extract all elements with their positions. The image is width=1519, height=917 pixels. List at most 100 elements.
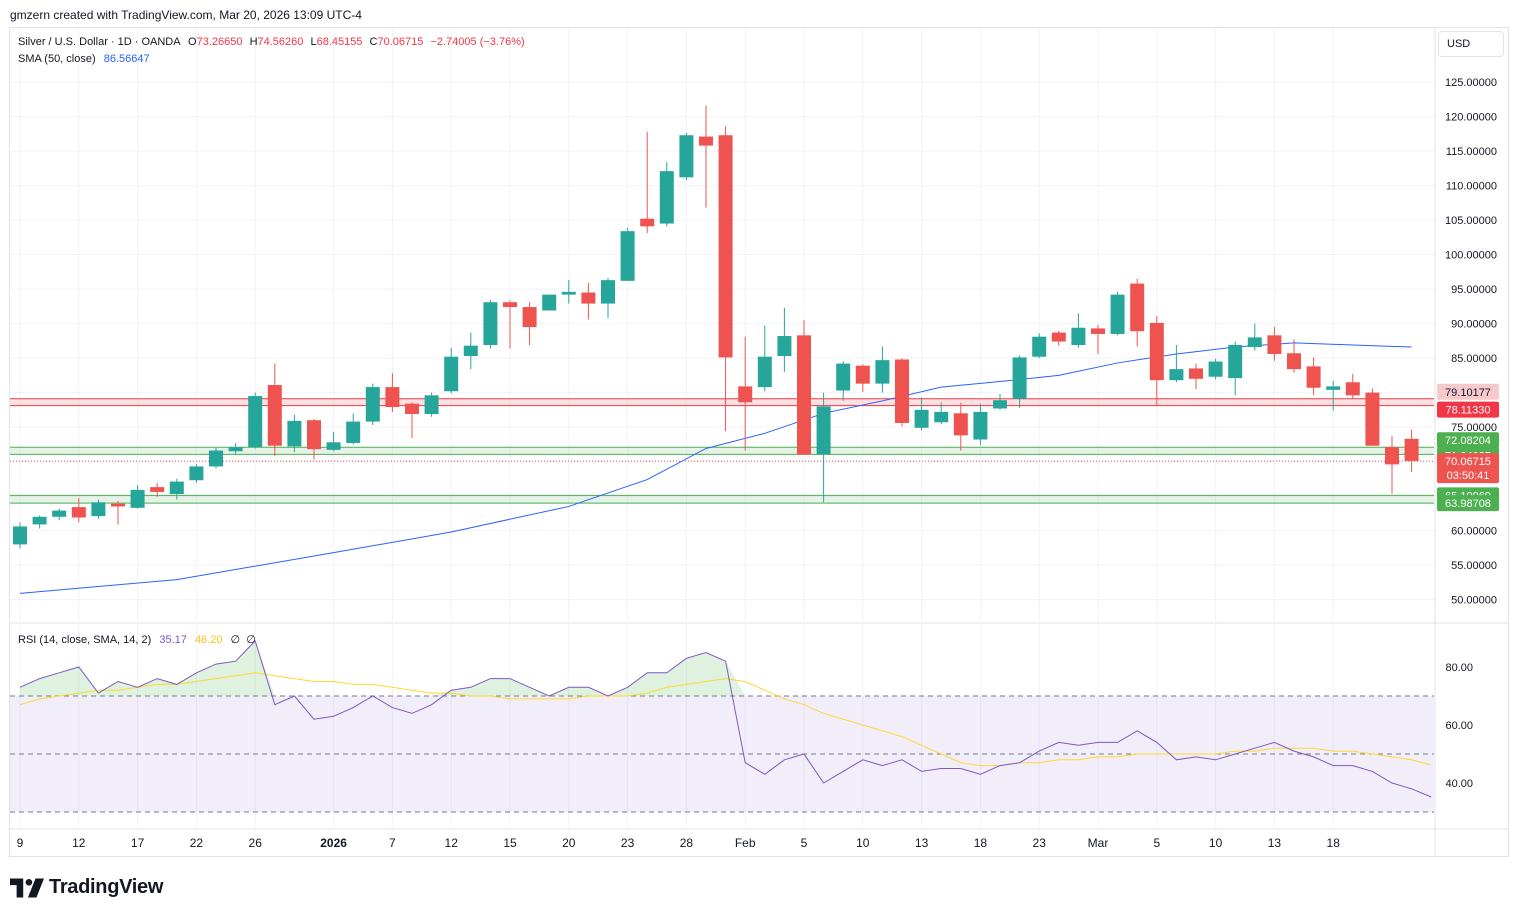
rsi-overbought-fill [431, 678, 550, 696]
time-tick-label: 13 [915, 836, 929, 850]
price-tick-label: 105.00000 [1445, 215, 1497, 227]
candle-body [326, 442, 341, 450]
tradingview-brand: TradingView [49, 876, 164, 898]
candles [13, 105, 1419, 549]
time-tick-label: 5 [801, 836, 808, 850]
candle-body [993, 400, 1007, 409]
rsi-sma-line [19, 672, 1432, 767]
resistance-tag: 78.11330 [1445, 405, 1490, 417]
resistance-tag-bg [1437, 383, 1499, 400]
resistance-tag: 79.10177 [1445, 387, 1491, 399]
time-tick-label: 10 [1209, 836, 1223, 850]
candle-body [1228, 344, 1243, 379]
candle-body [71, 507, 86, 518]
candle-body [209, 450, 223, 467]
time-tick-label: 15 [503, 836, 517, 850]
sma50-line [19, 342, 1412, 594]
candle-body [189, 466, 204, 481]
time-tick-label: 23 [621, 836, 635, 850]
candle-body [1149, 322, 1164, 381]
time-tick-label: 26 [249, 836, 263, 850]
price-tick-label: 95.00000 [1451, 284, 1497, 296]
rsi-overbought-fill [549, 687, 608, 696]
rsi-tick-label: 80.00 [1445, 662, 1473, 674]
support-resistance-lines [10, 398, 1434, 504]
low-label: L [310, 36, 317, 48]
price-tick-label: 90.00000 [1451, 319, 1497, 331]
rsi-overbought-fill [20, 640, 275, 696]
candle-body [895, 359, 909, 423]
price-tick-label: 50.00000 [1451, 595, 1497, 607]
candle-body [1169, 369, 1184, 381]
time-tick-label: 7 [389, 836, 396, 850]
candle-body [287, 420, 302, 447]
candle-body [718, 135, 733, 358]
candle-body [973, 411, 988, 440]
open-value: 73.26650 [196, 36, 243, 48]
candle-body [1345, 382, 1360, 396]
candle-body [1091, 328, 1105, 334]
candle-body [601, 280, 615, 304]
time-tick-label: 28 [680, 836, 694, 850]
candle-body [1306, 366, 1321, 388]
support-tag: 63.98708 [1445, 498, 1491, 510]
candle-body [424, 395, 439, 414]
support-tag: 72.08204 [1445, 435, 1491, 447]
candle-body [1365, 392, 1380, 446]
time-tick-label: 5 [1153, 836, 1160, 850]
candle-body [150, 487, 165, 492]
support-zone-fill [10, 495, 1434, 504]
countdown-tag: 03:50:41 [1447, 470, 1490, 482]
candle-body [405, 403, 419, 414]
close-value: 70.06715 [377, 36, 424, 48]
price-tick-label: 85.00000 [1451, 353, 1497, 365]
candle-body [855, 365, 870, 384]
candle-body [699, 136, 713, 146]
candle-body [91, 502, 106, 517]
support-tag-bg [1437, 432, 1499, 449]
rsi-extra-1: ∅ [230, 634, 241, 646]
sma-value: 86.56647 [103, 53, 150, 65]
price-tick-label: 110.00000 [1446, 181, 1497, 193]
rsi-overbought-fill [608, 652, 746, 696]
candle-body [503, 302, 517, 308]
candle-body [797, 335, 811, 455]
time-tick-label: 20 [562, 836, 576, 850]
sma-legend: SMA (50, close) 86.56647 [18, 53, 150, 65]
candle-body [1287, 353, 1301, 370]
time-tick-label: 2026 [320, 836, 347, 850]
chart-frame [9, 27, 1509, 857]
rsi-value: 35.17 [159, 634, 187, 646]
support-zone-fill [10, 447, 1434, 455]
time-tick-label: 18 [974, 836, 988, 850]
time-tick-label: 9 [17, 836, 24, 850]
time-tick-label: 22 [190, 836, 204, 850]
candle-body [1404, 438, 1419, 461]
time-tick-label: 13 [1268, 836, 1282, 850]
close-label: C [369, 36, 378, 48]
currency-selector[interactable]: USD [1438, 31, 1504, 57]
candle-body [1130, 283, 1145, 332]
candle-body [130, 489, 145, 508]
candle-body [307, 420, 321, 450]
candle-body [52, 510, 67, 517]
price-tags: 79.1017778.1133072.0820471.0408765.10069… [1437, 383, 1499, 512]
candle-body [385, 387, 400, 408]
candle-body [1208, 361, 1223, 377]
rsi-legend: RSI (14, close, SMA, 14, 2) 35.17 46.20 … [18, 633, 256, 646]
price-tick-label: 55.00000 [1451, 560, 1497, 572]
candle-body [542, 294, 557, 311]
candle-body [13, 526, 27, 545]
high-label: H [249, 36, 258, 48]
sma-label: SMA (50, close) [18, 53, 96, 65]
rsi-line [19, 639, 1432, 798]
time-tick-label: 17 [131, 836, 145, 850]
candle-body [267, 385, 282, 446]
high-value: 74.56260 [257, 36, 304, 48]
candle-body [483, 302, 498, 345]
price-tick-label: 100.00000 [1445, 250, 1497, 262]
change-value: −2.74005 (−3.76%) [430, 36, 525, 48]
candle-body [248, 396, 263, 448]
candle-body [1189, 368, 1203, 379]
